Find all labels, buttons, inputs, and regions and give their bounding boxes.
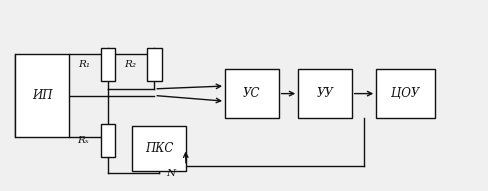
Text: Rₓ: Rₓ bbox=[77, 136, 88, 145]
Bar bbox=[101, 48, 115, 81]
Text: УУ: УУ bbox=[316, 87, 333, 100]
Text: ЦОУ: ЦОУ bbox=[390, 87, 419, 100]
Text: УС: УС bbox=[243, 87, 260, 100]
Text: R₂: R₂ bbox=[124, 60, 136, 69]
Bar bbox=[15, 54, 69, 137]
Bar bbox=[101, 124, 115, 157]
Bar bbox=[147, 48, 161, 81]
Bar bbox=[132, 126, 185, 171]
Bar bbox=[375, 69, 434, 118]
Text: ИП: ИП bbox=[32, 89, 52, 102]
Text: ПКС: ПКС bbox=[144, 142, 173, 155]
Bar bbox=[298, 69, 351, 118]
Bar bbox=[224, 69, 278, 118]
Text: N: N bbox=[166, 168, 175, 177]
Text: R₁: R₁ bbox=[78, 60, 90, 69]
